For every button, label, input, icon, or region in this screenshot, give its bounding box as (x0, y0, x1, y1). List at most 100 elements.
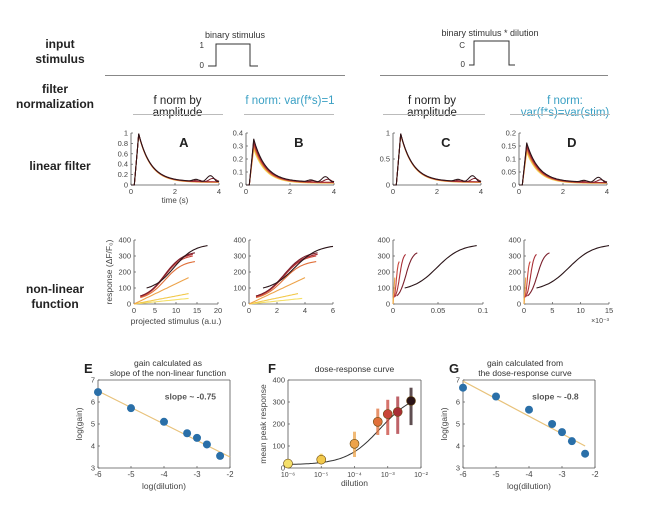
filter-trace (519, 142, 608, 186)
filter-trace (519, 146, 607, 186)
y-tick-label: 400 (233, 236, 246, 245)
chart-title: dose-response curve (315, 364, 395, 374)
row-label-line: stimulus (35, 52, 85, 66)
x-tick-label: 10 (172, 306, 180, 315)
y-tick-label: 7 (91, 376, 95, 385)
filter-trace (131, 133, 219, 186)
x-tick-label: 0 (129, 187, 133, 196)
stimulus-left-title: binary stimulus (205, 30, 266, 40)
row-label-line: function (31, 297, 79, 311)
row-label-line: filter (41, 82, 68, 96)
y-tick-label: 100 (272, 442, 285, 451)
filter-trace (519, 148, 608, 186)
stimulus-right-pulse (469, 40, 515, 66)
y-tick-label: 0.6 (118, 149, 128, 158)
x-tick-label: -6 (459, 470, 467, 479)
y-tick-label: 400 (377, 236, 390, 245)
stimulus-left-high-label: 1 (200, 41, 205, 50)
y-axis-label: mean peak response (258, 384, 268, 464)
x-tick-label: 0.05 (431, 306, 446, 315)
data-point (382, 409, 393, 419)
filter-trace (393, 134, 481, 186)
y-tick-label: 300 (377, 252, 390, 261)
nonlinearity-curve (146, 245, 208, 289)
fit-line (462, 380, 586, 447)
nonlinearity-curve (396, 252, 418, 297)
y-tick-label: 200 (377, 268, 390, 277)
y-tick-label: 3 (91, 464, 95, 473)
nonlinearity-curve (133, 293, 189, 305)
x-tick-label: 0 (391, 187, 395, 196)
filter-trace (131, 133, 220, 186)
divider-left (105, 75, 345, 76)
filter-trace (393, 134, 481, 186)
filter-trace (131, 133, 220, 186)
panel-label: E (84, 361, 93, 376)
y-tick-label: 0 (124, 181, 128, 190)
y-tick-label: 100 (233, 284, 246, 293)
x-tick-label: 4 (479, 187, 483, 196)
y-tick-label: 3 (456, 464, 460, 473)
data-point (183, 429, 192, 438)
x-tick-label: -3 (558, 470, 566, 479)
filter-trace (246, 141, 334, 186)
x-axis-label: time (s) (162, 196, 189, 205)
data-point (94, 388, 102, 397)
panel-label: A (179, 135, 189, 150)
data-point (316, 454, 327, 465)
data-point (160, 417, 168, 426)
y-tick-label: 0.1 (506, 155, 516, 164)
x-tick-label: -2 (591, 470, 599, 479)
filter-trace (246, 144, 334, 186)
row-label-line: non-linear (25, 282, 84, 296)
data-point (567, 437, 576, 446)
y-axis-label: log(gain) (74, 407, 84, 440)
y-tick-label: 200 (233, 268, 246, 277)
data-point (283, 458, 293, 469)
y-tick-label: 5 (456, 420, 460, 429)
nonlinearity-curve (524, 261, 531, 298)
column-underline-a (133, 114, 223, 115)
filter-trace (131, 134, 219, 186)
y-axis-label: response (ΔF/F₀) (104, 239, 114, 304)
panel-label: D (567, 135, 576, 150)
filter-trace (246, 138, 335, 186)
stimulus-right-high-label: C (459, 41, 465, 50)
column-header-b: f norm: var(f*s)=1 (245, 95, 335, 107)
x-tick-label: 15 (605, 306, 613, 315)
x-tick-label: 10 (576, 306, 584, 315)
filter-trace (393, 133, 482, 186)
data-point (581, 449, 590, 458)
y-tick-label: 0.5 (380, 155, 390, 164)
y-tick-label: 0.1 (233, 168, 243, 177)
y-tick-label: 4 (91, 442, 95, 451)
nonlinearity-curve (525, 254, 537, 298)
row-label-input-stimulus: input stimulus (25, 37, 95, 67)
x-axis-label: log(dilution) (507, 481, 551, 491)
y-tick-label: 0.2 (118, 170, 128, 179)
x-tick-label: 0 (517, 187, 521, 196)
x-tick-label: 10⁻³ (381, 472, 395, 479)
dose-response-panel: 0 100 200 300 400 10⁻⁶ 10⁻⁵ 10⁻⁴ 10⁻³ 10⁻² F dose-r… (258, 361, 429, 488)
y-tick-label: 0 (281, 464, 285, 473)
x-tick-label: 6 (331, 306, 335, 315)
nonlinearity-curve (133, 277, 189, 305)
y-tick-label: 200 (272, 420, 285, 429)
x-axis-label: log(dilution) (142, 481, 186, 491)
data-point (372, 416, 383, 427)
y-tick-label: 1 (124, 129, 128, 138)
x-tick-label: 4 (332, 187, 336, 196)
nonlinear-panel-b: 0 100 200 300 400 0 2 4 6 (233, 236, 335, 316)
stimulus-left-low-label: 0 (200, 61, 205, 70)
x-tick-label: 0 (522, 306, 526, 315)
chart-title: gain calculated from (487, 358, 563, 368)
x-tick-label: -5 (492, 470, 500, 479)
slope-annotation: slope ~ -0.75 (165, 391, 217, 401)
y-tick-label: 7 (456, 376, 460, 385)
x-tick-label: 0 (132, 306, 136, 315)
filter-trace (246, 143, 334, 186)
filter-trace (519, 145, 607, 186)
y-tick-label: 5 (91, 420, 95, 429)
x-tick-label: 10⁻⁶ (281, 472, 295, 479)
